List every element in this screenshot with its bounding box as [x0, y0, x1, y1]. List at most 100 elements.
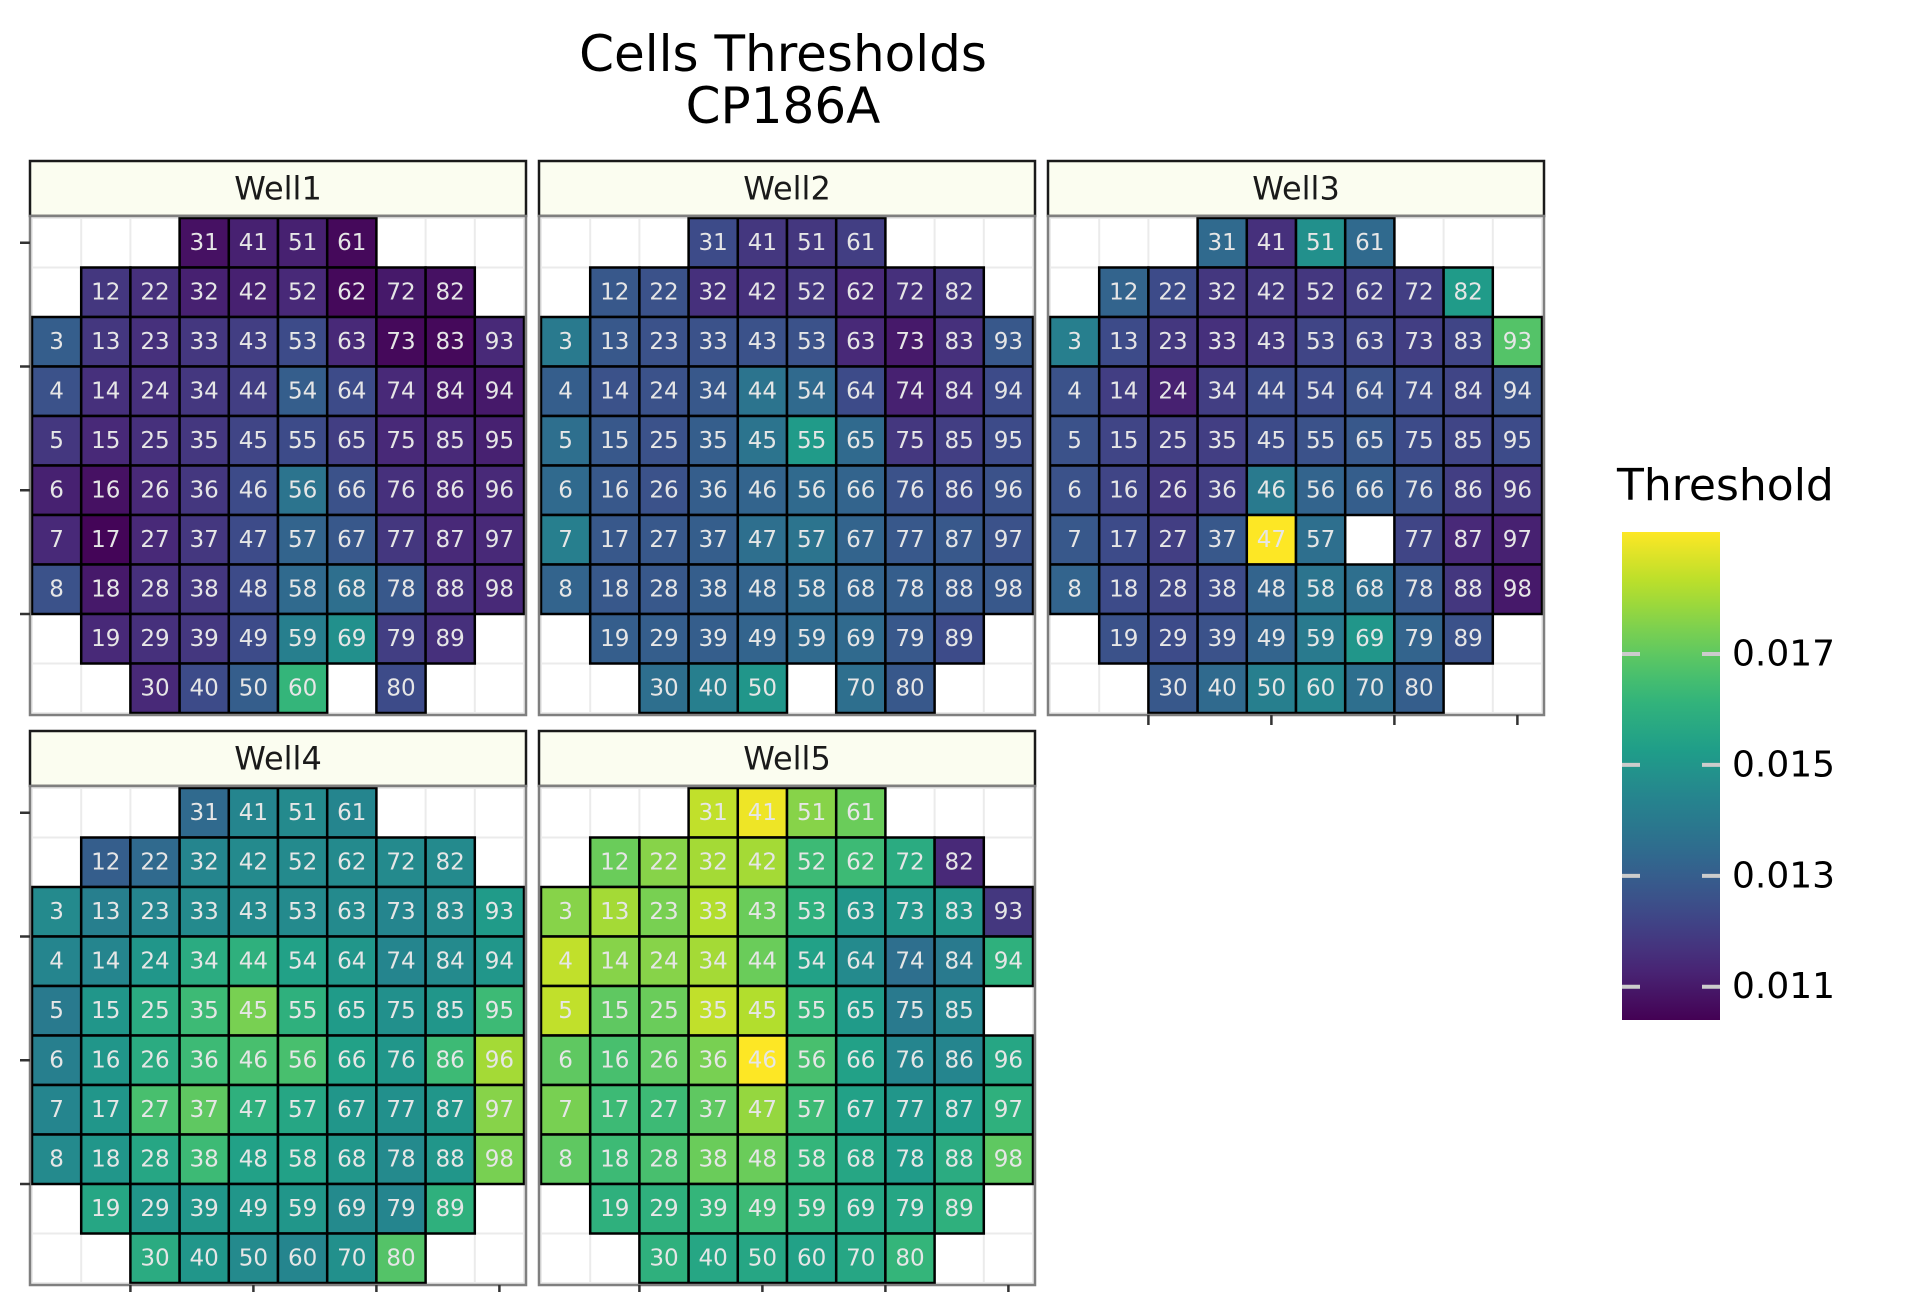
heatmap-cell-fill [424, 612, 477, 665]
cell-label: 18 [91, 576, 120, 602]
heatmap-cell: 74 [884, 935, 936, 988]
heatmap-cell: 13 [79, 885, 132, 938]
heatmap-cell: 86 [933, 1034, 986, 1087]
cell-label: 50 [748, 675, 777, 701]
cell-label: 61 [846, 800, 875, 826]
heatmap-cell: 85 [1442, 414, 1495, 467]
cell-label: 38 [699, 1146, 728, 1172]
cell-label: 67 [846, 527, 875, 553]
heatmap-cell-fill [736, 612, 789, 665]
facet-strip [28, 729, 528, 788]
cell-label: 87 [436, 1097, 465, 1123]
heatmap-cell: 96 [982, 1034, 1035, 1087]
heatmap-cell: 83 [933, 315, 986, 368]
heatmap-cell-fill [588, 612, 641, 665]
heatmap-cell-fill [129, 612, 181, 665]
cell-label: 7 [49, 1097, 64, 1123]
cell-label: 29 [1158, 626, 1187, 652]
heatmap-cell: 82 [424, 836, 477, 889]
heatmap-cell: 85 [933, 414, 986, 467]
heatmap-cell: 16 [1097, 464, 1150, 517]
heatmap-cell: 35 [687, 414, 740, 467]
heatmap-cell: 54 [785, 365, 838, 418]
cell-label: 74 [895, 378, 924, 404]
heatmap-cell: 17 [588, 513, 641, 566]
heatmap-cell: 86 [424, 1034, 477, 1087]
heatmap-cell: 7 [30, 1083, 83, 1136]
heatmap-cell: 94 [982, 935, 1035, 988]
heatmap-cell: 63 [325, 885, 378, 938]
heatmap-cell: 62 [325, 266, 378, 319]
heatmap-cell-fill [424, 984, 477, 1037]
heatmap-cell-fill [178, 464, 231, 517]
cell-label: 69 [846, 1196, 875, 1222]
cell-label: 57 [288, 1097, 317, 1123]
cell-label: 54 [797, 948, 826, 974]
cell-label: 47 [748, 527, 777, 553]
cell-label: 40 [190, 675, 219, 701]
heatmap-cell: 51 [785, 786, 838, 839]
heatmap-cell-fill [539, 315, 592, 368]
heatmap-cell: 89 [933, 1182, 986, 1235]
heatmap-cell: 89 [424, 1182, 477, 1235]
cell-label: 36 [190, 477, 219, 503]
heatmap-cell: 38 [687, 1133, 740, 1186]
heatmap-cell: 84 [424, 365, 477, 418]
heatmap-cell: 80 [884, 662, 936, 715]
heatmap-cell: 64 [834, 365, 887, 418]
heatmap-cell-fill [982, 935, 1035, 988]
cell-label: 23 [140, 329, 169, 355]
heatmap-cell-fill [129, 1232, 181, 1285]
heatmap-cell: 13 [79, 315, 132, 368]
cell-label: 69 [337, 626, 366, 652]
cell-label: 76 [895, 1047, 924, 1073]
heatmap-cell: 24 [129, 365, 181, 418]
heatmap-cell: 29 [638, 612, 690, 665]
heatmap-cell-fill [178, 662, 231, 715]
cell-label: 42 [748, 279, 777, 305]
heatmap-cell: 58 [276, 1133, 329, 1186]
heatmap-cell: 49 [1245, 612, 1298, 665]
heatmap-cell: 96 [1491, 464, 1544, 517]
heatmap-cell-fill [276, 984, 329, 1037]
heatmap-cell: 62 [325, 836, 378, 889]
heatmap-cell: 32 [687, 836, 740, 889]
facet-strip [28, 159, 528, 218]
heatmap-cell: 29 [1147, 612, 1199, 665]
cell-label: 62 [337, 849, 366, 875]
cell-label: 27 [649, 1097, 678, 1123]
cell-label: 19 [600, 1196, 629, 1222]
cell-label: 51 [288, 800, 317, 826]
heatmap-cell: 84 [933, 935, 986, 988]
cell-label: 45 [748, 998, 777, 1024]
cell-label: 24 [1158, 378, 1187, 404]
heatmap-cell: 85 [424, 414, 477, 467]
heatmap-cell-fill [1097, 414, 1150, 467]
heatmap-cell: 93 [473, 315, 526, 368]
cell-label: 88 [945, 576, 974, 602]
cell-label: 55 [288, 428, 317, 454]
heatmap-cell-fill [1393, 414, 1445, 467]
cell-label: 46 [239, 477, 268, 503]
heatmap-cell: 57 [276, 1083, 329, 1136]
heatmap-cell: 88 [424, 563, 477, 616]
cell-label: 53 [1306, 329, 1335, 355]
heatmap-cell-fill [687, 1034, 740, 1087]
heatmap-cell: 67 [325, 513, 378, 566]
heatmap-cell: 38 [178, 563, 231, 616]
heatmap-cell: 28 [638, 1133, 690, 1186]
heatmap-cell-fill [375, 513, 427, 566]
cell-label: 97 [1503, 527, 1532, 553]
cell-label: 95 [485, 428, 514, 454]
heatmap-cell: 33 [178, 885, 231, 938]
heatmap-cell: 40 [178, 662, 231, 715]
cell-label: 13 [600, 899, 629, 925]
heatmap-cell-fill [424, 1182, 477, 1235]
heatmap-cell: 89 [424, 612, 477, 665]
heatmap-cell: 32 [1196, 266, 1249, 319]
cell-label: 88 [945, 1146, 974, 1172]
heatmap-cell-fill [473, 513, 526, 566]
heatmap-cell-fill [638, 885, 690, 938]
cell-label: 31 [699, 230, 728, 256]
heatmap-cell-fill [1196, 365, 1249, 418]
